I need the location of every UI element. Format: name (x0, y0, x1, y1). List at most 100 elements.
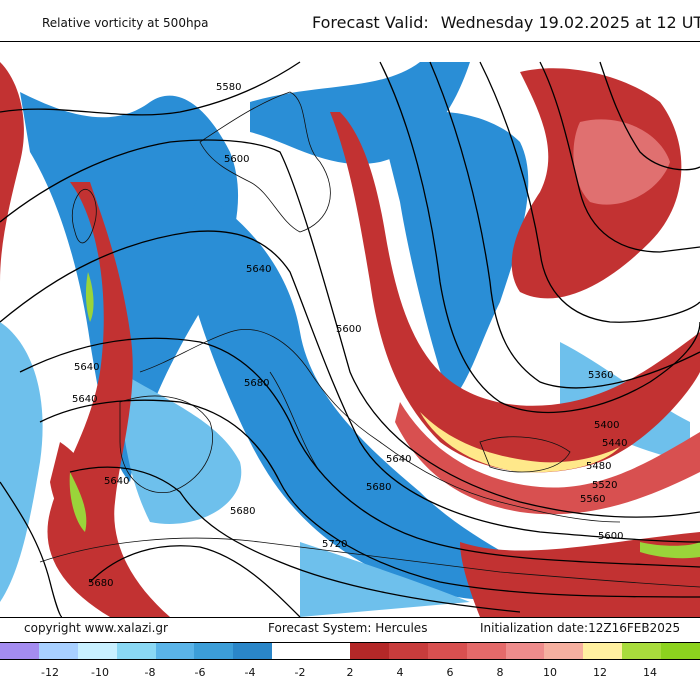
green-core-east (640, 542, 700, 559)
coast-scandinavia (199, 91, 331, 233)
contour-label: 5440 (602, 438, 627, 449)
contour-1 (0, 61, 301, 116)
legend-swatch (233, 643, 273, 659)
legend-swatch (544, 643, 584, 659)
contour-2 (0, 139, 700, 518)
contour-label: 5680 (230, 506, 255, 517)
contour-label: 5600 (224, 154, 249, 165)
contour-labels: 5580 5600 5640 5600 5680 5640 5640 5640 … (72, 82, 627, 589)
contour-label: 5580 (216, 82, 241, 93)
blue-area-south (300, 542, 470, 617)
contour-10 (539, 61, 700, 253)
field-title: Relative vorticity at 500hpa (42, 16, 209, 30)
contour-7 (379, 61, 700, 413)
legend-tick-label: -12 (41, 666, 59, 679)
legend-tick-label: 8 (496, 666, 504, 679)
legend-tick-label: 14 (643, 666, 657, 679)
contour-label: 5560 (580, 494, 605, 505)
blue-area-atlantic-west (0, 322, 43, 602)
contour-label: 5680 (366, 482, 391, 493)
legend-swatch (77, 643, 117, 659)
coast-italy (269, 371, 321, 473)
blue-area-russia (380, 111, 529, 402)
legend-swatch (350, 643, 389, 659)
contour-12 (89, 545, 301, 617)
contour-label: 5720 (322, 539, 347, 550)
red-area-south-africa (460, 532, 700, 617)
legend-swatch (622, 643, 662, 659)
contour-8 (429, 61, 700, 389)
coast-iberia (119, 395, 213, 494)
vorticity-map: 5580 5600 5640 5600 5680 5640 5640 5640 … (0, 41, 700, 618)
contour-label: 5480 (586, 461, 611, 472)
contour-13 (0, 481, 63, 617)
forecast-valid: Forecast Valid: Wednesday 19.02.2025 at 1… (312, 13, 700, 32)
contour-11 (599, 61, 700, 171)
copyright-text: copyright www.xalazi.gr (24, 621, 168, 635)
initialization-date: Initialization date:12Z16FEB2025 (480, 621, 681, 635)
coastlines (39, 91, 700, 588)
blue-area-france-med (180, 192, 560, 601)
legend-tick-label: 6 (446, 666, 454, 679)
contour-label: 5640 (74, 362, 99, 373)
contour-label: 5520 (592, 480, 617, 491)
contour-label: 5640 (386, 454, 411, 465)
coast-africa (39, 537, 700, 588)
blue-area-iberia (120, 372, 242, 524)
contour-label: 5640 (246, 264, 271, 275)
legend-swatch (583, 643, 623, 659)
contour-6 (69, 466, 521, 613)
legend-tick-label: 2 (346, 666, 354, 679)
forecast-valid-label: Forecast Valid: (312, 13, 429, 32)
contour-4 (19, 337, 700, 568)
legend-swatch (116, 643, 156, 659)
legend-swatch (194, 643, 234, 659)
legend-tick-label: 4 (396, 666, 404, 679)
legend-tick-label: -6 (194, 666, 206, 679)
legend-swatch (155, 643, 195, 659)
chart-header: Relative vorticity at 500hpa Forecast Va… (0, 0, 700, 40)
legend-tick-label: 12 (593, 666, 607, 679)
legend-swatch (38, 643, 78, 659)
red-band-lower-jet (395, 402, 700, 515)
legend-swatch (311, 643, 351, 659)
red-area-northeast-inner (573, 119, 670, 205)
yellow-core-black-sea (420, 412, 620, 473)
contour-9 (479, 61, 700, 323)
legend-swatch (661, 643, 700, 659)
chart-footer: copyright www.xalazi.gr Forecast System:… (0, 618, 700, 642)
contour-label: 5400 (594, 420, 619, 431)
contour-label: 5640 (104, 476, 129, 487)
legend-color-bar (0, 642, 700, 660)
green-core-atlantic (85, 272, 94, 322)
map-canvas: 5580 5600 5640 5600 5680 5640 5640 5640 … (0, 61, 700, 617)
legend-tick-label: -10 (91, 666, 109, 679)
legend-swatch (272, 643, 312, 659)
coast-britain (71, 189, 97, 244)
red-band-west-edge (0, 62, 24, 282)
forecast-system: Forecast System: Hercules (268, 621, 428, 635)
red-jet-europe (330, 112, 700, 473)
contour-label: 5600 (336, 324, 361, 335)
green-core-morocco (69, 472, 87, 532)
legend-tick-label: -2 (294, 666, 306, 679)
legend-swatch (0, 643, 39, 659)
contour-label: 5680 (88, 578, 113, 589)
legend-swatch (388, 643, 428, 659)
height-contours (0, 61, 700, 617)
legend-tick-label: -4 (244, 666, 256, 679)
forecast-valid-value: Wednesday 19.02.2025 at 12 UTC (440, 13, 700, 32)
coast-black-sea (479, 436, 571, 473)
contour-label: 5640 (72, 394, 97, 405)
legend-tick-label: -8 (144, 666, 156, 679)
legend-swatch (466, 643, 506, 659)
contour-5 (39, 399, 700, 598)
negative-vorticity-areas (0, 62, 690, 617)
contour-3 (0, 230, 700, 543)
legend-tick-label: 10 (543, 666, 557, 679)
contour-label: 5360 (588, 370, 613, 381)
legend-swatch (505, 643, 545, 659)
blue-area-north-atlantic (20, 92, 239, 482)
contour-label: 5680 (244, 378, 269, 389)
contour-label: 5600 (598, 531, 623, 542)
